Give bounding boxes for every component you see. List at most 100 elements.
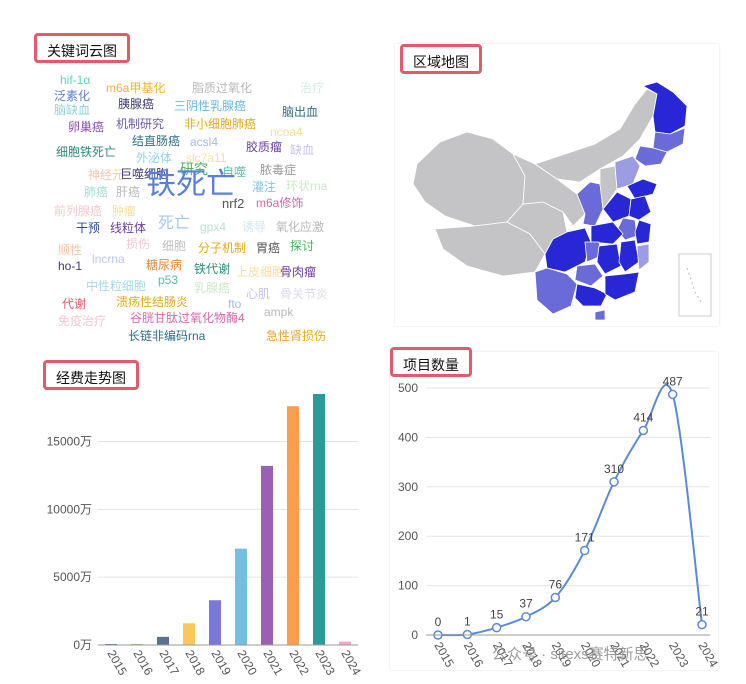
wordcloud-word: 上皮细胞 (236, 265, 285, 279)
x-tick-label: 2017 (156, 648, 182, 678)
data-label: 76 (549, 577, 563, 591)
bar (339, 641, 351, 645)
wordcloud-word: 卵巢癌 (68, 120, 105, 134)
funding-title: 经费走势图 (43, 360, 139, 390)
wordcloud-word: gpx4 (200, 220, 227, 234)
wordcloud-word: 脂质过氧化 (192, 81, 253, 95)
data-label: 414 (633, 410, 653, 424)
projects-title: 项目数量 (390, 347, 472, 377)
x-tick-label: 2018 (182, 648, 208, 678)
wordcloud: hif-1α m6a甲基化 脂质过氧化 治疗 泛素化 胰腺癌 脑缺血 三阴性乳腺癌 脑出血 卵巢癌… (50, 70, 350, 342)
data-label: 0 (435, 615, 442, 629)
wordcloud-word: 脑出血 (282, 105, 319, 119)
data-point (550, 592, 561, 603)
bar (209, 600, 221, 645)
wordcloud-word: 铁代谢 (194, 262, 231, 276)
data-point (638, 425, 649, 436)
x-tick-label: 2015 (431, 640, 457, 670)
bar (313, 394, 325, 645)
region-yunnan (534, 267, 578, 315)
region-shaanxi (576, 181, 604, 227)
wordcloud-word: slc7a11 (186, 151, 227, 165)
x-tick-label: 2023 (666, 640, 692, 670)
wordcloud-word: 铁死亡 (146, 168, 236, 201)
wordcloud-word: 泛素化 (54, 89, 91, 103)
china-map (412, 81, 712, 321)
wordcloud-word: 神经元 (88, 168, 125, 182)
wordcloud-word: 损伤 (126, 237, 151, 251)
x-tick-label: 2020 (234, 648, 260, 678)
x-tick-label: 2019 (208, 648, 234, 678)
wordcloud-word: 机制研究 (116, 117, 165, 131)
x-tick-label: 2022 (286, 648, 312, 678)
wordcloud-word: m6a修饰 (256, 196, 304, 210)
wordcloud-word: 免疫治疗 (58, 314, 107, 328)
x-tick-label: 2024 (338, 648, 364, 678)
y-tick-label: 400 (398, 430, 418, 444)
data-label: 171 (575, 531, 595, 545)
data-label: 310 (604, 462, 624, 476)
wordcloud-word: 诱导 (242, 220, 267, 234)
bar (287, 406, 299, 645)
wordcloud-word: 代谢 (62, 297, 87, 311)
wordcloud-word: 研究 (180, 161, 208, 177)
region-tibet (434, 221, 546, 277)
projects-line-chart: 0100200300400500020151201615201737201876… (398, 374, 720, 670)
bar (183, 623, 195, 645)
wordcloud-word: 缺血 (290, 143, 315, 157)
south-sea-islands (686, 267, 702, 303)
projects-series-line (437, 384, 703, 637)
region-guizhou (574, 263, 604, 287)
bar (157, 636, 169, 645)
wordcloud-word: 肝癌 (116, 185, 141, 199)
data-label: 37 (519, 597, 533, 611)
wordcloud-word: ampk (264, 305, 294, 319)
wordcloud-word: 胰腺癌 (118, 97, 155, 111)
region-hubei (590, 221, 624, 245)
data-point (609, 477, 619, 487)
bar (261, 465, 273, 645)
wordcloud-word: 非小细胞肺癌 (184, 117, 257, 131)
wordcloud-word: fto (228, 297, 242, 311)
wordcloud-word: m6a甲基化 (106, 81, 166, 95)
data-label: 21 (695, 605, 709, 619)
wordcloud-word: 心肌 (246, 287, 271, 301)
wordcloud-word: 肺癌 (84, 185, 109, 199)
wordcloud-word: 氧化应激 (276, 220, 325, 234)
wordcloud-word: 探讨 (290, 239, 315, 253)
region-fujian (636, 243, 650, 271)
data-point (579, 545, 590, 556)
data-point (491, 622, 502, 633)
region-hunan (596, 243, 622, 275)
projects-frame (390, 352, 718, 670)
wordcloud-word: ho-1 (58, 259, 83, 273)
wordcloud-word: 分子机制 (198, 241, 247, 255)
y-tick-label: 0 (411, 628, 418, 642)
region-guangdong (604, 271, 640, 301)
wordcloud-word: 胃癌 (256, 241, 281, 255)
wordcloud-word: 治疗 (300, 81, 325, 95)
wordcloud-word: 外泌体 (136, 151, 173, 165)
region-guangxi (574, 283, 608, 307)
wordcloud-word: acsl4 (190, 135, 219, 149)
data-label: 15 (490, 608, 504, 622)
wordcloud-word: lncrna (92, 252, 125, 266)
region-heilongjiang (641, 81, 688, 135)
data-label: 1 (464, 615, 471, 629)
wordcloud-word: 自噬 (222, 165, 247, 179)
x-tick-label: 2016 (130, 648, 156, 678)
region-shandong (626, 178, 658, 200)
wordcloud-word: 糖尿病 (146, 258, 183, 272)
wordcloud-word: 溃疡性结肠炎 (116, 295, 189, 309)
y-tick-label: 10000万 (47, 502, 92, 516)
wordcloud-word: 胶质瘤 (246, 140, 283, 154)
data-point (697, 619, 707, 630)
region-hainan (594, 309, 606, 321)
wordcloud-word: 乳腺癌 (194, 281, 231, 295)
wordcloud-word: 巨噬细胞 (120, 167, 169, 181)
region-jiangxi (618, 239, 640, 273)
x-tick-label: 2023 (312, 648, 338, 678)
wordcloud-word: 骨肉瘤 (280, 265, 317, 279)
wordcloud-word: 死亡 (158, 215, 191, 232)
wordcloud-word: 结直肠癌 (132, 134, 181, 148)
